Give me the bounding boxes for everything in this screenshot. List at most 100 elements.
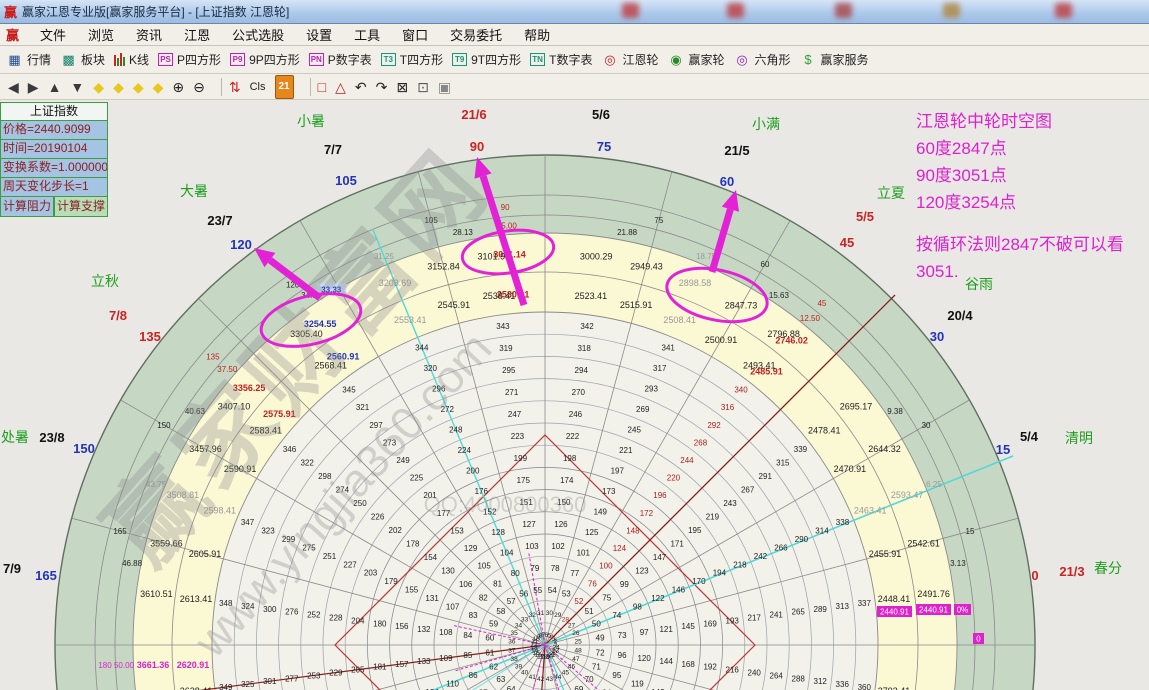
svg-text:32: 32 <box>529 612 537 619</box>
svg-text:293: 293 <box>645 385 659 394</box>
svg-text:61: 61 <box>485 648 494 657</box>
toolbar-label: P数字表 <box>327 53 372 67</box>
toolbar-quotes[interactable]: ▦ 行情 <box>6 51 51 68</box>
toolbar-label: 赢家轮 <box>688 53 725 67</box>
svg-text:2593.47: 2593.47 <box>891 490 924 500</box>
svg-text:172: 172 <box>640 509 654 518</box>
toolbar-9t-square[interactable]: T9 9T四方形 <box>452 51 521 68</box>
svg-text:77: 77 <box>570 569 579 578</box>
step-left-icon[interactable]: ◆ <box>93 78 105 95</box>
step-up-icon[interactable]: ◆ <box>132 78 144 95</box>
shrink-tool-icon[interactable]: ⊡ <box>417 78 429 95</box>
nav-right-icon[interactable]: ▶ <box>27 78 39 95</box>
svg-text:360: 360 <box>858 683 872 690</box>
nav-up-icon[interactable]: ▲ <box>47 78 62 95</box>
toolbar-p-number-table[interactable]: PN P数字表 <box>308 51 372 68</box>
zoom-in-icon[interactable]: ⊕ <box>172 78 185 95</box>
svg-text:19: 19 <box>543 654 551 661</box>
menu-item-工具[interactable]: 工具 <box>354 28 381 43</box>
svg-text:2440.91: 2440.91 <box>919 606 948 615</box>
expand-tool-icon[interactable]: ⊠ <box>396 78 409 95</box>
calc-support-button[interactable]: 计算支撑 <box>54 197 108 217</box>
menu-item-帮助[interactable]: 帮助 <box>524 28 551 43</box>
svg-text:63: 63 <box>496 675 505 684</box>
toolbar-sectors[interactable]: ▩ 板块 <box>60 51 105 68</box>
svg-text:43: 43 <box>546 676 554 683</box>
calendar-icon[interactable]: 21 <box>274 74 294 99</box>
updown-arrows-icon[interactable]: ⇅ <box>228 78 241 95</box>
svg-text:165: 165 <box>113 527 127 536</box>
svg-text:28: 28 <box>562 617 570 624</box>
svg-text:35: 35 <box>511 630 519 637</box>
toolbar-t-number-table[interactable]: TN T数字表 <box>530 51 592 68</box>
menu-item-文件[interactable]: 文件 <box>40 28 67 43</box>
svg-text:216: 216 <box>726 666 740 675</box>
cls-icon[interactable]: Cls <box>249 80 266 93</box>
svg-text:7/9: 7/9 <box>3 561 21 576</box>
rect-tool-icon[interactable]: □ <box>317 78 327 95</box>
svg-text:102: 102 <box>551 542 565 551</box>
rotate-ccw-icon[interactable]: ↶ <box>354 78 367 95</box>
svg-text:178: 178 <box>406 540 420 549</box>
eraser-tool-icon[interactable]: ▣ <box>437 78 452 95</box>
svg-text:75: 75 <box>654 216 663 225</box>
menu-item-浏览[interactable]: 浏览 <box>88 28 115 43</box>
svg-text:90: 90 <box>470 139 484 154</box>
svg-text:134: 134 <box>425 688 439 690</box>
p-number-table-icon: PN <box>308 53 324 66</box>
dashed-ray <box>544 644 560 690</box>
svg-text:56: 56 <box>519 590 528 599</box>
svg-text:73: 73 <box>618 631 627 640</box>
svg-text:247: 247 <box>508 410 522 419</box>
svg-text:2560.91: 2560.91 <box>327 352 360 362</box>
svg-text:2545.91: 2545.91 <box>438 300 471 310</box>
svg-text:2515.91: 2515.91 <box>620 300 653 310</box>
svg-text:297: 297 <box>369 421 383 430</box>
svg-text:21/5: 21/5 <box>724 143 749 158</box>
toolbar-t-square[interactable]: T3 T四方形 <box>380 51 443 68</box>
desktop-icon <box>727 3 744 18</box>
step-right-icon[interactable]: ◆ <box>113 78 124 95</box>
svg-text:3356.25: 3356.25 <box>233 383 266 393</box>
menu-item-资讯[interactable]: 资讯 <box>136 28 163 43</box>
svg-text:39: 39 <box>515 663 523 670</box>
nav-down-icon[interactable]: ▼ <box>70 78 85 95</box>
svg-text:2796.88: 2796.88 <box>767 329 800 339</box>
toolbar-hexagon[interactable]: ◎ 六角形 <box>734 51 790 68</box>
menu-item-设置[interactable]: 设置 <box>306 28 333 43</box>
price-rings: 2491.76 2448.41 2542.61 2455.91 2593.47 2463.… <box>137 250 950 690</box>
svg-text:253: 253 <box>307 671 321 680</box>
svg-text:294: 294 <box>575 366 589 375</box>
svg-text:343: 343 <box>496 322 510 331</box>
svg-text:2: 2 <box>554 639 558 646</box>
svg-text:60: 60 <box>485 634 494 643</box>
svg-text:143: 143 <box>651 688 665 690</box>
toolbar-gann-wheel[interactable]: ◎ 江恩轮 <box>601 51 658 68</box>
zoom-out-icon[interactable]: ⊖ <box>193 78 205 95</box>
svg-text:174: 174 <box>560 476 574 485</box>
triangle-tool-icon[interactable]: △ <box>335 78 346 95</box>
menu-item-江恩[interactable]: 江恩 <box>184 28 211 43</box>
toolbar-winner-wheel[interactable]: ◉ 赢家轮 <box>667 51 724 68</box>
calc-resistance-button[interactable]: 计算阻力 <box>0 197 54 217</box>
toolbar-winner-service[interactable]: $ 赢家服务 <box>800 51 868 68</box>
annotation-line: 90度3051点 <box>916 166 1007 185</box>
menu-item-窗口[interactable]: 窗口 <box>402 28 429 43</box>
toolbar-kline[interactable]: K线 <box>114 51 149 68</box>
svg-text:23: 23 <box>552 647 560 654</box>
svg-text:2628.41: 2628.41 <box>180 686 213 690</box>
svg-text:87: 87 <box>479 688 488 690</box>
menu-item-交易委托[interactable]: 交易委托 <box>450 28 503 43</box>
svg-text:220: 220 <box>667 474 681 483</box>
svg-text:2478.41: 2478.41 <box>808 426 841 436</box>
menu-item-公式选股[interactable]: 公式选股 <box>232 28 285 43</box>
nav-left-icon[interactable]: ◀ <box>8 78 19 95</box>
rotate-cw-icon[interactable]: ↷ <box>375 78 388 95</box>
svg-text:58: 58 <box>496 607 505 616</box>
desktop-icon <box>1055 3 1072 18</box>
toolbar-9p-square[interactable]: P9 9P四方形 <box>230 51 300 68</box>
svg-text:7/8: 7/8 <box>109 308 127 323</box>
toolbar-p-square[interactable]: PS P四方形 <box>158 51 221 68</box>
step-down-icon[interactable]: ◆ <box>152 78 164 95</box>
